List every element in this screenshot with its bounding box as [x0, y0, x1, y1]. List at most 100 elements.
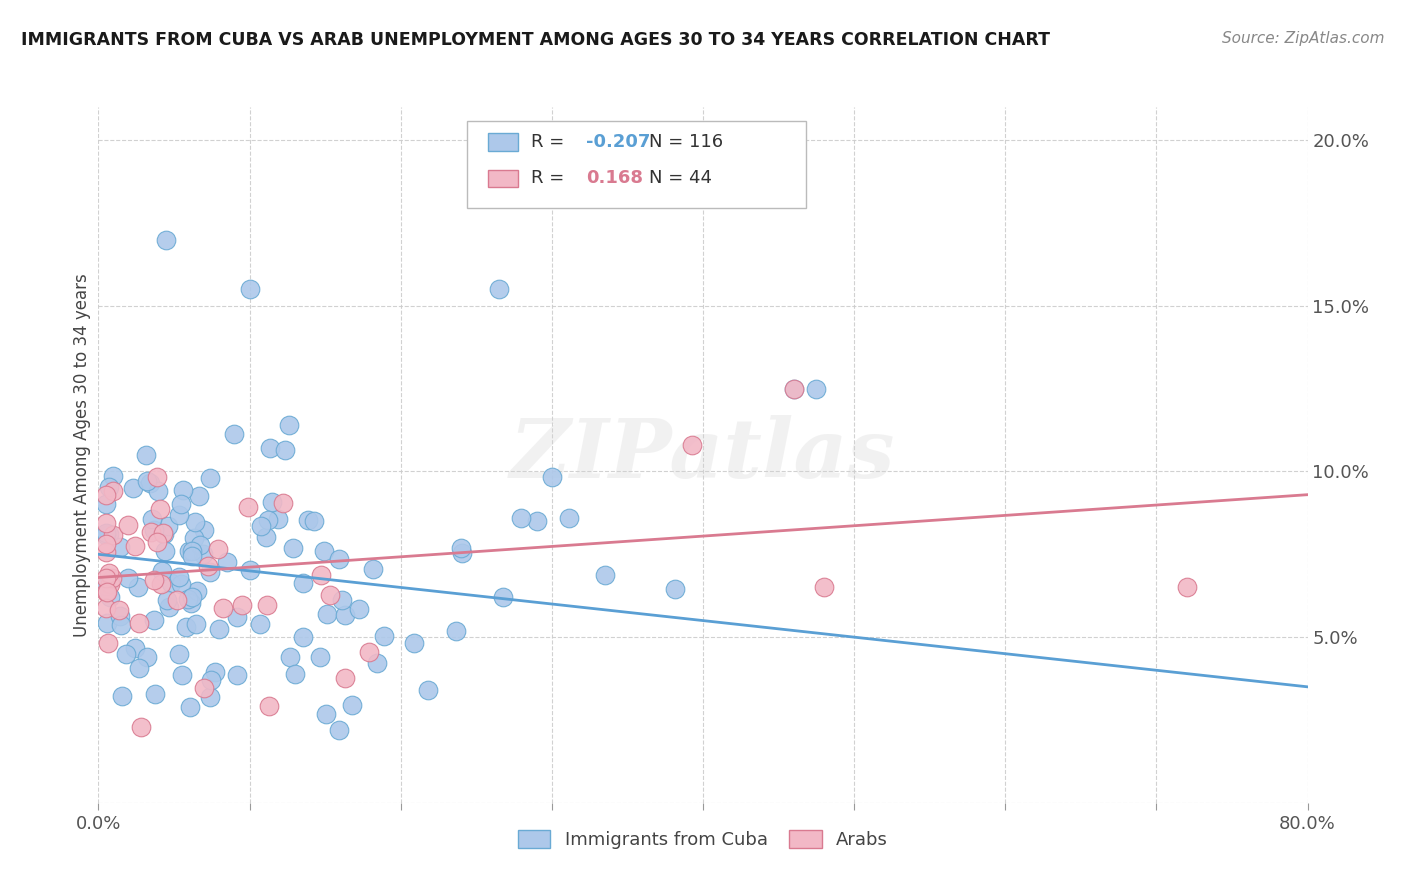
Point	[124, 539, 146, 553]
Point	[259, 699, 281, 714]
Point	[212, 601, 235, 615]
Point	[174, 620, 197, 634]
Point	[418, 683, 440, 698]
Point	[190, 538, 212, 552]
Point	[510, 510, 533, 524]
Point	[94, 497, 117, 511]
Point	[107, 603, 129, 617]
Point	[108, 540, 131, 554]
Point	[98, 480, 121, 494]
Point	[239, 563, 262, 577]
Point	[328, 723, 350, 738]
Point	[257, 513, 280, 527]
Point	[226, 609, 249, 624]
Point	[316, 607, 339, 621]
Point	[179, 544, 201, 558]
Point	[94, 571, 117, 585]
Point	[271, 496, 294, 510]
Point	[141, 512, 163, 526]
Point	[231, 599, 253, 613]
Text: Source: ZipAtlas.com: Source: ZipAtlas.com	[1222, 31, 1385, 46]
Point	[143, 524, 166, 538]
Point	[249, 616, 271, 631]
Point	[146, 535, 169, 549]
Point	[94, 526, 117, 541]
Point	[172, 483, 194, 497]
Point	[488, 282, 510, 296]
Point	[366, 656, 388, 670]
Point	[250, 518, 273, 533]
Point	[540, 469, 562, 483]
Point	[280, 650, 302, 665]
Point	[94, 516, 117, 530]
Point	[96, 615, 118, 630]
Point	[114, 647, 136, 661]
Point	[150, 564, 173, 578]
Point	[315, 707, 337, 722]
Point	[180, 549, 202, 563]
Point	[142, 573, 165, 587]
Point	[330, 592, 353, 607]
Point	[124, 641, 146, 656]
Point	[117, 518, 139, 533]
Point	[450, 541, 472, 555]
Point	[200, 673, 222, 687]
Point	[291, 630, 314, 644]
Point	[254, 530, 277, 544]
Point	[145, 687, 167, 701]
Point	[215, 555, 238, 569]
Point	[333, 671, 356, 685]
Point	[166, 593, 188, 607]
Text: N = 44: N = 44	[648, 169, 711, 187]
Point	[157, 518, 180, 533]
Point	[239, 282, 262, 296]
Point	[783, 382, 806, 396]
Point	[312, 544, 335, 558]
Point	[186, 584, 208, 599]
Point	[347, 602, 370, 616]
Point	[122, 481, 145, 495]
Point	[160, 576, 183, 591]
Point	[446, 624, 468, 639]
Point	[97, 526, 120, 541]
Point	[129, 720, 152, 734]
Point	[402, 636, 425, 650]
Text: IMMIGRANTS FROM CUBA VS ARAB UNEMPLOYMENT AMONG AGES 30 TO 34 YEARS CORRELATION : IMMIGRANTS FROM CUBA VS ARAB UNEMPLOYMEN…	[21, 31, 1050, 49]
Point	[183, 532, 205, 546]
Point	[363, 562, 385, 576]
Point	[111, 690, 134, 704]
Point	[141, 524, 163, 539]
Point	[184, 616, 207, 631]
Point	[557, 511, 579, 525]
Point	[308, 650, 330, 665]
Point	[492, 590, 515, 604]
Point	[333, 607, 356, 622]
Point	[139, 475, 162, 490]
Point	[101, 528, 124, 542]
Point	[100, 577, 122, 591]
Point	[128, 661, 150, 675]
Point	[110, 618, 132, 632]
Point	[100, 574, 122, 588]
Point	[157, 599, 180, 614]
Point	[184, 516, 207, 530]
Point	[97, 566, 120, 580]
Point	[664, 582, 686, 596]
Point	[278, 417, 301, 432]
Point	[193, 524, 215, 538]
Point	[292, 576, 315, 591]
Point	[101, 469, 124, 483]
Point	[450, 546, 472, 560]
Point	[98, 590, 121, 604]
Point	[146, 469, 169, 483]
Point	[156, 592, 179, 607]
FancyBboxPatch shape	[488, 134, 517, 151]
Point	[681, 437, 703, 451]
Point	[783, 382, 806, 396]
Point	[143, 613, 166, 627]
Point	[96, 601, 118, 615]
Point	[94, 537, 117, 551]
Point	[373, 629, 395, 643]
Point	[224, 426, 246, 441]
Point	[181, 543, 204, 558]
